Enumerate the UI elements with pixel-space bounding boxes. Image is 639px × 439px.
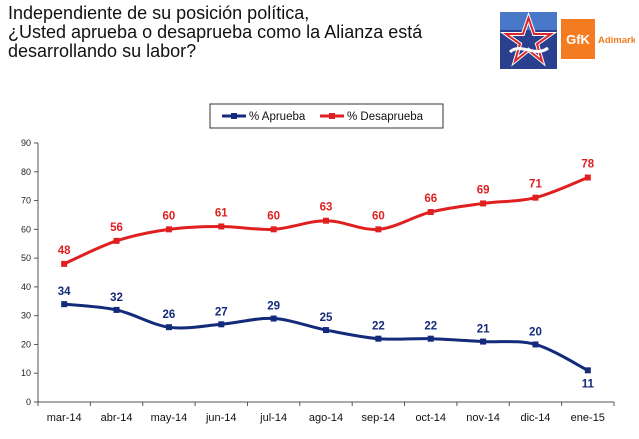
data-label: 60: [163, 210, 176, 222]
series-layer: [61, 174, 591, 374]
chart-title: Independiente de su posición política, ¿…: [8, 4, 478, 61]
data-label: 61: [215, 207, 228, 219]
data-label: 60: [372, 210, 385, 222]
x-axis: mar-14 abr-14 may-14 jun-14 jul-14 ago-14 sep-…: [37, 401, 615, 424]
title-line-3: desarrollando su labor?: [8, 41, 197, 61]
data-point: [165, 226, 172, 233]
legend-marker: [329, 113, 335, 119]
legend-label: % Aprueba: [249, 111, 306, 123]
data-point: [427, 335, 434, 342]
data-label: 11: [582, 378, 595, 390]
data-label: 63: [320, 202, 333, 214]
data-labels: 34 32 26 27 29 25 22 22 21 20 11 48 56 60 61 60 63 60 66 69…: [58, 159, 595, 391]
data-point: [61, 301, 68, 308]
data-point: [61, 260, 68, 267]
data-point: [323, 217, 329, 224]
data-point: [584, 174, 591, 181]
y-tick-label: 50: [21, 253, 31, 263]
x-tick-label: dic-14: [520, 412, 550, 424]
y-axis: 0 10 20 30 40 50 60 70 80 90: [21, 138, 39, 407]
data-label: 71: [529, 179, 542, 191]
adimark-logo-text: Adimark: [598, 35, 635, 46]
data-label: 27: [215, 306, 228, 318]
gfk-adimark-logo: GfK Adimark: [561, 17, 635, 65]
data-point: [113, 237, 120, 244]
data-point: [532, 341, 539, 348]
data-point: [375, 335, 382, 342]
x-tick-label: abr-14: [101, 412, 133, 424]
data-label: 26: [163, 309, 176, 321]
data-point: [270, 315, 277, 322]
y-tick-label: 20: [21, 339, 31, 349]
data-label: 48: [58, 245, 71, 257]
x-tick-label: may-14: [151, 412, 188, 424]
x-tick-label: nov-14: [466, 412, 500, 424]
star-emblem-icon: [500, 12, 557, 69]
data-label: 34: [58, 286, 71, 298]
y-tick-label: 70: [21, 196, 31, 206]
data-label: 78: [581, 159, 594, 171]
x-tick-label: oct-14: [415, 412, 446, 424]
data-label: 22: [424, 321, 437, 333]
x-tick-label: mar-14: [47, 412, 82, 424]
data-point: [113, 306, 120, 313]
data-point: [165, 324, 172, 331]
gfk-logo-block: [561, 19, 595, 59]
legend-label: % Desaprueba: [347, 111, 424, 123]
title-line-2: ¿Usted aprueba o desaprueba como la Alia…: [8, 22, 423, 42]
y-tick-label: 10: [21, 368, 31, 378]
data-point: [532, 194, 539, 201]
data-point: [375, 226, 382, 233]
y-tick-label: 90: [21, 138, 31, 148]
legend: % Aprueba % Desaprueba: [209, 103, 444, 129]
x-tick-label: jul-14: [259, 412, 287, 424]
y-tick-label: 0: [26, 397, 31, 407]
data-point: [323, 327, 329, 334]
y-tick-label: 60: [21, 224, 31, 234]
y-tick-label: 30: [21, 311, 31, 321]
data-label: 56: [110, 222, 123, 234]
legend-marker: [231, 113, 237, 119]
data-point: [218, 223, 225, 230]
data-label: 22: [372, 321, 385, 333]
x-tick-label: sep-14: [362, 412, 396, 424]
data-label: 60: [267, 210, 280, 222]
data-label: 21: [477, 324, 490, 336]
title-line-1: Independiente de su posición política,: [8, 3, 310, 23]
y-tick-label: 40: [21, 282, 31, 292]
data-point: [480, 338, 487, 345]
data-point: [270, 226, 277, 233]
data-label: 25: [320, 312, 333, 324]
x-tick-label: ago-14: [309, 412, 343, 424]
data-point: [427, 209, 434, 216]
data-label: 29: [267, 301, 280, 313]
y-tick-label: 80: [21, 167, 31, 177]
data-label: 69: [477, 184, 490, 196]
x-tick-label: ene-15: [571, 412, 605, 424]
x-tick-label: jun-14: [205, 412, 237, 424]
data-point: [480, 200, 487, 207]
data-label: 66: [424, 193, 437, 205]
data-point: [218, 321, 225, 328]
data-label: 32: [110, 292, 123, 304]
gfk-logo-text: GfK: [566, 32, 590, 47]
data-point: [584, 367, 591, 374]
data-label: 20: [529, 326, 542, 338]
